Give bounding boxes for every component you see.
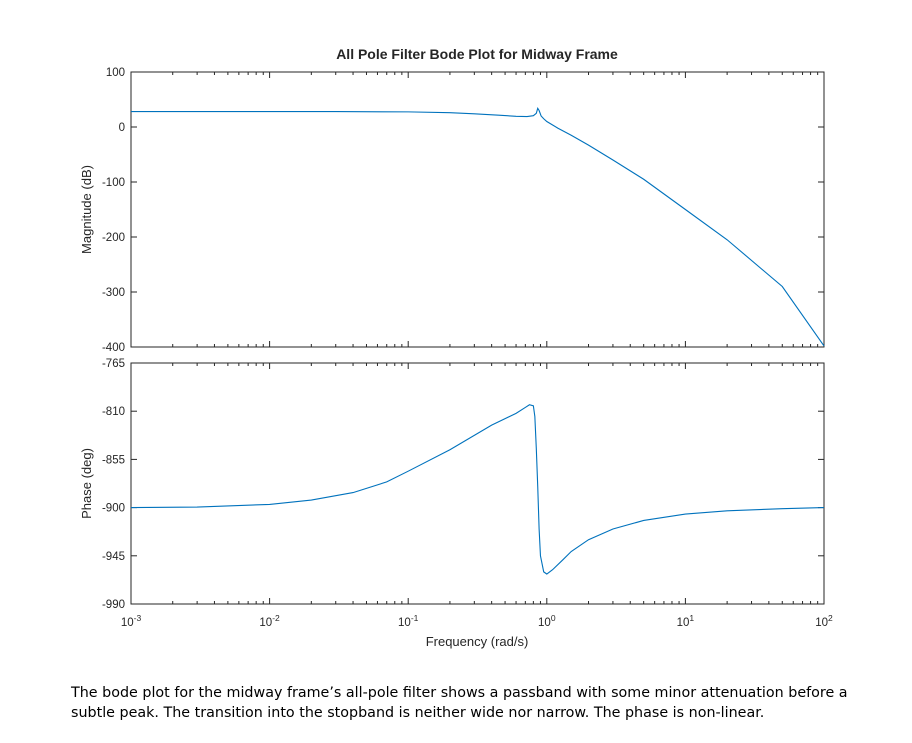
x-tick-label: 10-3 bbox=[121, 613, 142, 629]
magnitude-y-tick-label: -200 bbox=[102, 232, 125, 244]
magnitude-panel: 100 0 -100 -200 -300 -400 Magnitude (dB) bbox=[79, 67, 825, 354]
phase-panel: -765 -810 -855 -900 -945 -990 Phase (deg) bbox=[79, 358, 825, 611]
magnitude-y-tick-label: 100 bbox=[106, 67, 125, 79]
phase-y-tick-label: -855 bbox=[102, 454, 125, 466]
bode-plot-figure: All Pole Filter Bode Plot for Midway Fra… bbox=[79, 46, 833, 649]
phase-y-axis-label: Phase (deg) bbox=[79, 448, 94, 519]
phase-y-tick-label: -810 bbox=[102, 406, 125, 418]
phase-axes-box bbox=[130, 362, 825, 605]
x-tick-label: 101 bbox=[677, 613, 695, 629]
magnitude-axes-box bbox=[130, 71, 825, 348]
x-tick-label: 102 bbox=[815, 613, 833, 629]
phase-x-minor-ticks bbox=[130, 363, 819, 604]
magnitude-y-axis-label: Magnitude (dB) bbox=[79, 165, 94, 254]
x-tick-label: 10-2 bbox=[259, 613, 280, 629]
magnitude-y-tick-label: -400 bbox=[102, 342, 125, 354]
phase-y-tick-label: -765 bbox=[102, 358, 125, 370]
magnitude-y-tick-label: -300 bbox=[102, 287, 125, 299]
phase-y-ticks: -765 -810 -855 -900 -945 -990 bbox=[102, 358, 824, 611]
figure-caption: The bode plot for the midway frame’s all… bbox=[71, 685, 848, 721]
x-tick-label: 10-1 bbox=[398, 613, 419, 629]
phase-y-tick-label: -900 bbox=[102, 503, 125, 515]
x-axis-label: Frequency (rad/s) bbox=[426, 634, 529, 649]
phase-y-tick-label: -990 bbox=[102, 599, 125, 611]
chart-title: All Pole Filter Bode Plot for Midway Fra… bbox=[336, 46, 618, 62]
magnitude-series-line bbox=[131, 106, 825, 347]
phase-y-tick-label: -945 bbox=[102, 551, 125, 563]
magnitude-y-tick-label: 0 bbox=[119, 122, 125, 134]
magnitude-x-minor-ticks bbox=[130, 72, 819, 347]
x-tick-label: 100 bbox=[538, 613, 556, 629]
phase-series-line bbox=[130, 404, 825, 575]
x-tick-labels: 10-3 10-2 10-1 100 101 102 bbox=[121, 613, 833, 629]
magnitude-y-tick-label: -100 bbox=[102, 177, 125, 189]
magnitude-y-ticks: 100 0 -100 -200 -300 -400 bbox=[102, 67, 824, 354]
